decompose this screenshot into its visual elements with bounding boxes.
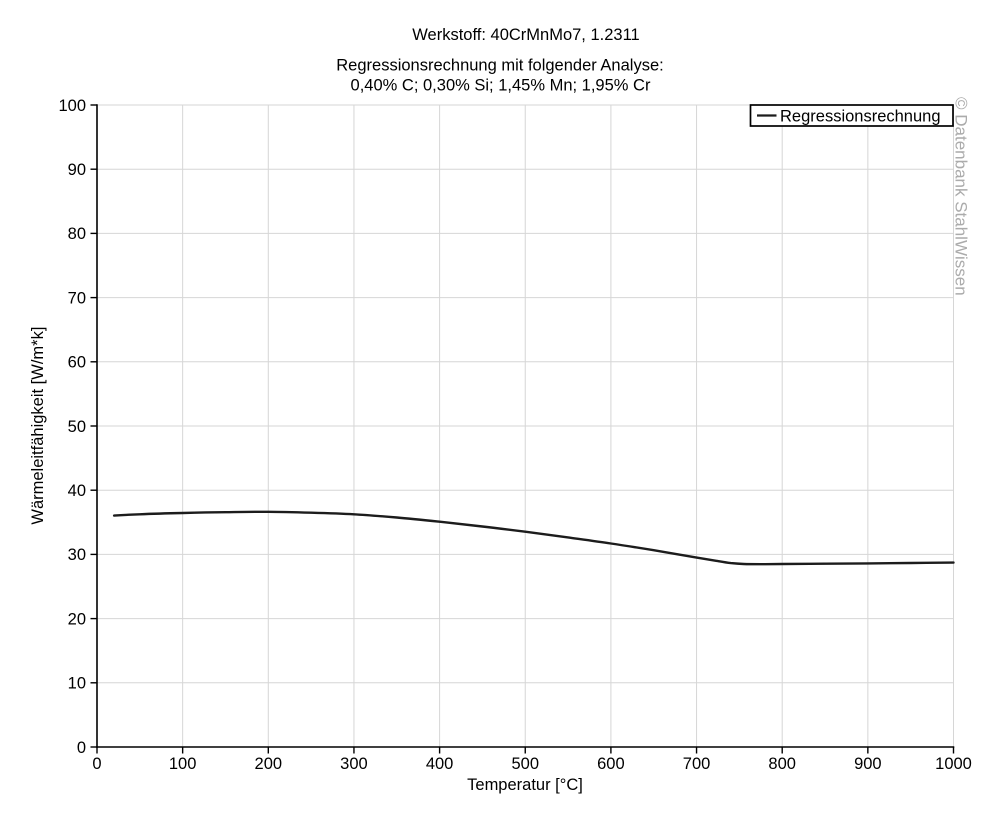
svg-text:600: 600 [597,755,625,773]
svg-text:50: 50 [68,418,86,436]
svg-text:40: 40 [68,482,86,500]
svg-text:Werkstoff: 40CrMnMo7, 1.2311: Werkstoff: 40CrMnMo7, 1.2311 [412,26,639,44]
svg-text:300: 300 [340,755,368,773]
svg-text:400: 400 [426,755,454,773]
svg-text:60: 60 [68,354,86,372]
svg-text:© Datenbank StahlWissen: © Datenbank StahlWissen [952,97,971,296]
svg-text:900: 900 [854,755,882,773]
svg-text:Temperatur [°C]: Temperatur [°C] [467,776,583,794]
svg-text:Regressionsrechnung mit folgen: Regressionsrechnung mit folgender Analys… [336,57,663,75]
svg-text:20: 20 [68,610,86,628]
svg-text:80: 80 [68,225,86,243]
svg-text:700: 700 [683,755,711,773]
svg-text:500: 500 [511,755,539,773]
svg-text:30: 30 [68,546,86,564]
svg-text:800: 800 [768,755,796,773]
svg-text:Regressionsrechnung: Regressionsrechnung [780,107,941,125]
svg-text:70: 70 [68,289,86,307]
svg-text:1000: 1000 [935,755,972,773]
svg-text:0: 0 [92,755,101,773]
svg-text:Wärmeleitfähigkeit [W/m*k]: Wärmeleitfähigkeit [W/m*k] [29,327,47,525]
svg-text:0: 0 [77,739,86,757]
svg-text:90: 90 [68,161,86,179]
svg-text:100: 100 [169,755,197,773]
svg-text:0,40% C; 0,30% Si; 1,45% Mn; 1: 0,40% C; 0,30% Si; 1,45% Mn; 1,95% Cr [351,77,651,95]
svg-text:10: 10 [68,675,86,693]
svg-text:100: 100 [58,97,86,115]
svg-text:200: 200 [255,755,283,773]
